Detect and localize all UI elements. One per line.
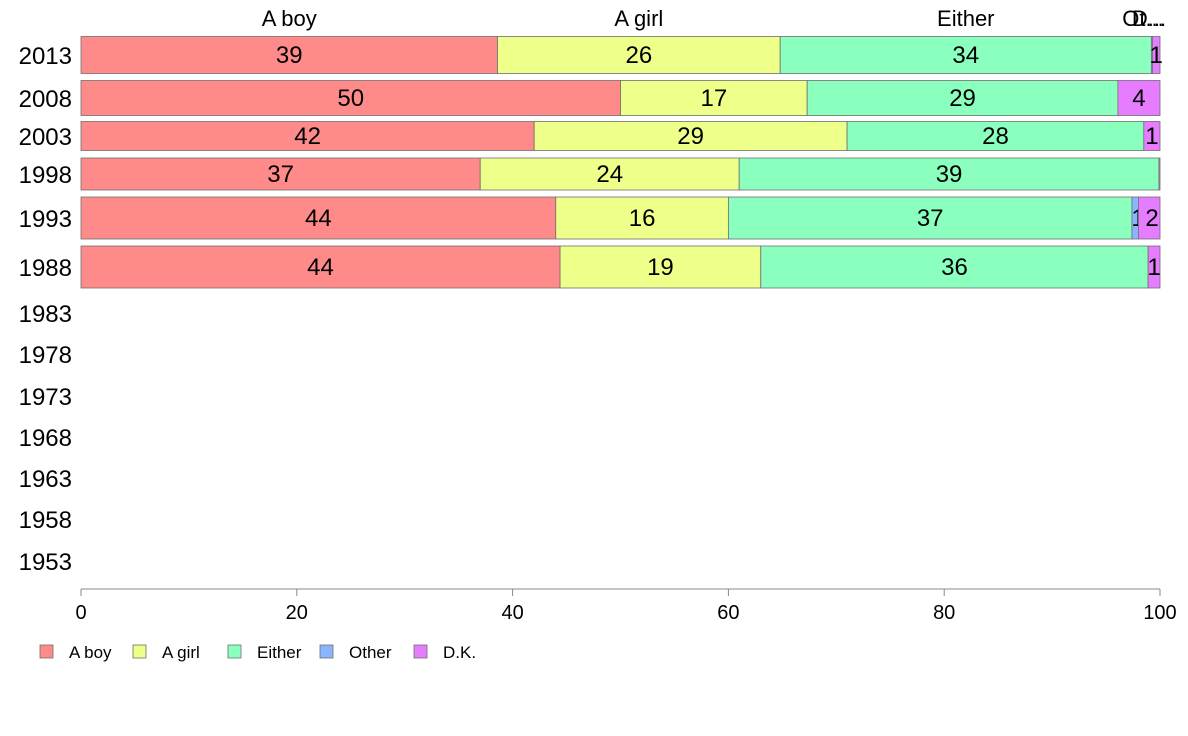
legend-label-d-k: D.K. [443, 643, 476, 662]
year-label-1993: 1993 [19, 206, 72, 233]
legend-swatch-a-boy [39, 644, 54, 659]
data-label-1988-d-k: 1 [1147, 254, 1160, 281]
bar-segment-1998-either [738, 157, 1160, 191]
data-label-2003-a-boy: 42 [294, 123, 321, 150]
legend-swatch-a-girl [132, 644, 147, 659]
year-label-1953: 1953 [19, 549, 72, 576]
x-tick-label-40: 40 [501, 602, 523, 624]
legend-label-other: Other [349, 643, 392, 662]
year-label-1958: 1958 [19, 507, 72, 534]
bar-segment-2013-a-boy [80, 36, 498, 74]
data-label-1988-a-girl: 19 [647, 254, 674, 281]
data-label-2008-a-girl: 17 [700, 85, 727, 112]
data-label-2013-either: 34 [952, 42, 979, 69]
bar-segment-2003-a-boy [80, 121, 535, 151]
data-label-2013-d-k: 1 [1150, 42, 1163, 69]
year-label-1973: 1973 [19, 384, 72, 411]
bar-segment-2013-either [779, 36, 1152, 74]
bar-segment-2003-a-girl [533, 121, 848, 151]
bar-segment-2008-d-k [1117, 80, 1161, 116]
year-label-2008: 2008 [19, 86, 72, 113]
legend-label-a-girl: A girl [162, 643, 200, 662]
data-label-1998-a-boy: 37 [267, 161, 294, 188]
x-tick-label-100: 100 [1143, 602, 1176, 624]
bar-segment-2013-d-k [1152, 36, 1161, 74]
data-label-1993-a-boy: 44 [305, 205, 332, 232]
bar-segment-1993-a-girl [555, 196, 729, 240]
bar-segment-1993-d-k [1138, 196, 1161, 240]
legend-swatch-d-k [413, 644, 428, 659]
data-label-1988-either: 36 [941, 254, 968, 281]
column-labels: A boy A girl Either Ot...D... [262, 6, 1166, 31]
year-label-2003: 2003 [19, 124, 72, 151]
bar-segment-2003-either [846, 121, 1145, 151]
data-label-1993-either: 37 [917, 205, 944, 232]
bar-segment-1993-a-boy [80, 196, 557, 240]
data-label-1993-d-k: 2 [1145, 205, 1158, 232]
data-label-1998-either: 39 [936, 161, 963, 188]
x-tick-label-80: 80 [933, 602, 955, 624]
legend-label-either: Either [257, 643, 302, 662]
year-labels: 1953 1958 1963 1968 1973 1978 1983 1988 1993 1998… [19, 43, 72, 576]
column-label-other: Ot... [1122, 6, 1164, 31]
column-label-d-k: D... [1132, 6, 1166, 31]
column-label-either: Either [937, 6, 994, 31]
x-tick-label-60: 60 [717, 602, 739, 624]
bar-segment-2003-d-k [1143, 121, 1161, 151]
data-label-2013-a-boy: 39 [276, 42, 303, 69]
bar-segment-1988-a-boy [80, 245, 561, 289]
data-label-2008-either: 29 [949, 85, 976, 112]
data-label-2008-a-boy: 50 [337, 85, 364, 112]
x-tick-label-0: 0 [75, 602, 86, 624]
data-label-1998-a-girl: 24 [596, 161, 623, 188]
data-label-1993-a-girl: 16 [629, 205, 656, 232]
data-label-2013-a-girl: 26 [625, 42, 652, 69]
bar-segment-1998-d-k [1158, 157, 1161, 191]
bar-segment-2013-a-girl [497, 36, 781, 74]
column-label-a-boy: A boy [262, 6, 317, 31]
year-label-1968: 1968 [19, 425, 72, 452]
legend-label-a-boy: A boy [69, 643, 112, 662]
data-label-2008-d-k: 4 [1132, 85, 1145, 112]
year-label-2013: 2013 [19, 43, 72, 70]
bar-segment-2008-either [806, 80, 1119, 116]
legend-swatch-other [319, 644, 334, 659]
bar-segment-1988-either [760, 245, 1149, 289]
data-label-2003-d-k: 1 [1145, 123, 1158, 150]
legend-swatch-either [227, 644, 242, 659]
bar-segment-1988-d-k [1147, 245, 1161, 289]
data-label-2003-either: 28 [982, 123, 1009, 150]
data-label-1988-a-boy: 44 [307, 254, 334, 281]
bar-segment-2008-a-girl [620, 80, 808, 116]
legend: A boy A girl Either Other D.K. [39, 643, 476, 662]
column-label-a-girl: A girl [614, 6, 663, 31]
year-label-1998: 1998 [19, 162, 72, 189]
year-label-1963: 1963 [19, 466, 72, 493]
year-label-1988: 1988 [19, 255, 72, 282]
bar-segment-1988-a-girl [559, 245, 762, 289]
year-label-1983: 1983 [19, 301, 72, 328]
year-label-1978: 1978 [19, 342, 72, 369]
bar-segment-1998-a-boy [80, 157, 481, 191]
data-label-2003-a-girl: 29 [677, 123, 704, 150]
x-tick-label-20: 20 [286, 602, 308, 624]
bar-segment-1993-either [728, 196, 1133, 240]
bar-segment-2008-a-boy [80, 80, 621, 116]
x-axis: 0 20 40 60 80 100 [75, 588, 1177, 624]
